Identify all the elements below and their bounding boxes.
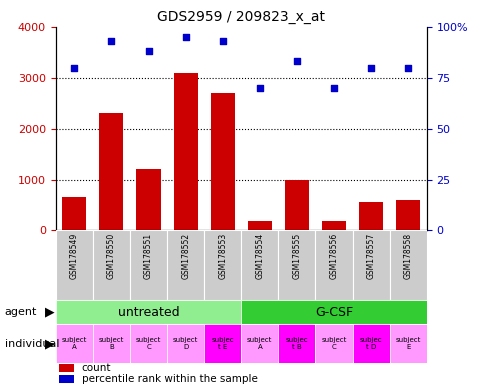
Bar	[278, 230, 315, 300]
Text: GSM178553: GSM178553	[218, 233, 227, 280]
Text: untreated: untreated	[118, 306, 179, 318]
Bar	[173, 73, 197, 230]
Text: GSM178549: GSM178549	[70, 233, 79, 280]
Text: GSM178551: GSM178551	[144, 233, 153, 279]
Bar	[56, 300, 241, 324]
Text: subjec
t E: subjec t E	[211, 337, 234, 350]
Point	[366, 65, 374, 71]
Text: subjec
t B: subjec t B	[285, 337, 308, 350]
Bar	[284, 180, 308, 230]
Text: subject
C: subject C	[321, 337, 346, 350]
Bar	[130, 324, 166, 363]
Bar	[136, 169, 160, 230]
Bar	[389, 324, 426, 363]
Bar	[315, 230, 352, 300]
Title: GDS2959 / 209823_x_at: GDS2959 / 209823_x_at	[157, 10, 325, 25]
Point	[107, 38, 115, 44]
Point	[404, 65, 411, 71]
Text: subject
D: subject D	[173, 337, 198, 350]
Bar	[247, 222, 272, 230]
Bar	[210, 93, 234, 230]
Bar	[56, 230, 93, 300]
Bar	[278, 324, 315, 363]
Text: percentile rank within the sample: percentile rank within the sample	[82, 374, 257, 384]
Text: GSM178554: GSM178554	[255, 233, 264, 280]
Text: subject
A: subject A	[247, 337, 272, 350]
Text: GSM178558: GSM178558	[403, 233, 412, 279]
Text: ▶: ▶	[45, 305, 54, 318]
Bar	[99, 113, 123, 230]
Point	[144, 48, 152, 55]
Text: count: count	[82, 363, 111, 373]
Text: GSM178550: GSM178550	[106, 233, 116, 280]
Bar	[93, 324, 130, 363]
Bar	[204, 324, 241, 363]
Bar	[62, 197, 86, 230]
Point	[182, 34, 189, 40]
Bar	[395, 200, 420, 230]
Bar	[241, 230, 278, 300]
Bar	[315, 324, 352, 363]
Text: ▶: ▶	[45, 337, 54, 350]
Bar	[93, 230, 130, 300]
Text: subject
C: subject C	[136, 337, 161, 350]
Bar	[241, 300, 426, 324]
Bar	[204, 230, 241, 300]
Text: GSM178557: GSM178557	[366, 233, 375, 280]
Bar	[358, 202, 382, 230]
Bar	[352, 324, 389, 363]
Bar	[60, 375, 74, 383]
Text: GSM178556: GSM178556	[329, 233, 338, 280]
Text: G-CSF: G-CSF	[314, 306, 352, 318]
Text: individual: individual	[5, 339, 59, 349]
Text: subject
E: subject E	[395, 337, 420, 350]
Bar	[166, 324, 204, 363]
Bar	[130, 230, 166, 300]
Text: agent: agent	[5, 307, 37, 317]
Text: GSM178555: GSM178555	[292, 233, 301, 280]
Point	[292, 58, 300, 65]
Text: GSM178552: GSM178552	[181, 233, 190, 279]
Point	[330, 85, 337, 91]
Text: subjec
t D: subjec t D	[359, 337, 382, 350]
Text: subject
A: subject A	[61, 337, 87, 350]
Bar	[241, 324, 278, 363]
Point	[218, 38, 226, 44]
Point	[70, 65, 78, 71]
Bar	[166, 230, 204, 300]
Point	[256, 85, 263, 91]
Bar	[56, 324, 93, 363]
Bar	[352, 230, 389, 300]
Bar	[60, 364, 74, 372]
Bar	[321, 222, 346, 230]
Text: subject
B: subject B	[99, 337, 124, 350]
Bar	[389, 230, 426, 300]
